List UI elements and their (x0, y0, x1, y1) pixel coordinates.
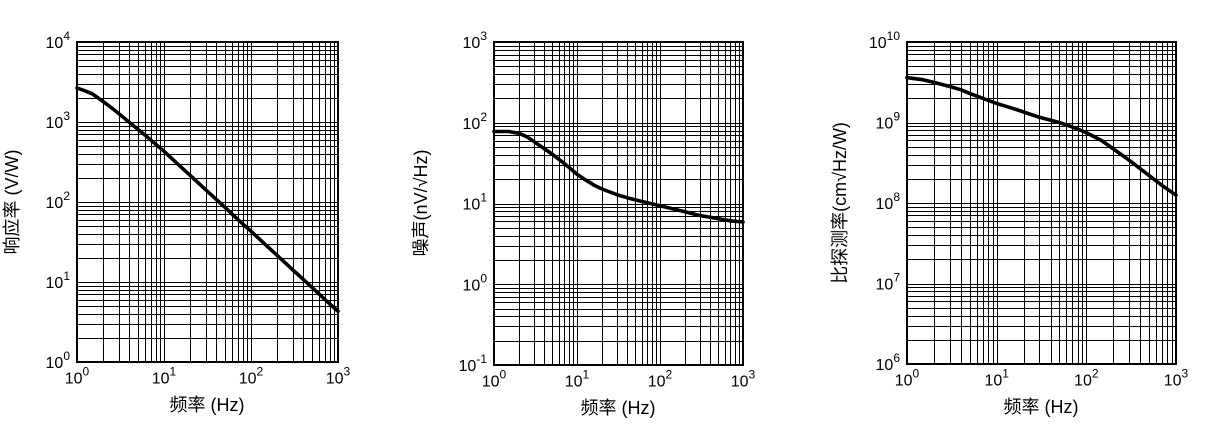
x-tick-labels: 100 101 102 103 (895, 367, 1189, 390)
data-curve (905, 75, 1178, 197)
plot-frame (906, 41, 1177, 365)
chart-detectivity: 100 101 102 103 106 107 108 109 1010 比探测率(cm√Hz… (810, 0, 1213, 427)
x-axis-label: 频率 (Hz) (170, 395, 245, 415)
y-tick-label: 103 (46, 109, 71, 132)
y-tick-label: 100 (46, 349, 71, 372)
plot-frame (493, 41, 744, 366)
y-tick-labels: 100 101 102 103 104 (46, 29, 71, 372)
grid-layer (77, 42, 339, 363)
y-tick-label: 103 (463, 29, 488, 52)
x-tick-label: 102 (1074, 367, 1099, 390)
x-tick-label: 101 (152, 365, 177, 388)
x-tick-label: 100 (65, 365, 90, 388)
x-tick-label: 101 (984, 367, 1009, 390)
y-tick-label: 1010 (869, 29, 900, 52)
plot-frame (76, 41, 339, 363)
chart-responsivity-canvas: 100 101 102 103 100 101 102 103 104 响应率 (V/W) 频… (2, 29, 351, 415)
x-tick-label: 100 (482, 368, 507, 391)
x-axis-label: 频率 (Hz) (1004, 397, 1079, 417)
x-tick-label: 103 (1164, 367, 1189, 390)
data-curve (75, 86, 340, 314)
data-curve (492, 129, 745, 224)
x-tick-label: 102 (239, 365, 264, 388)
y-tick-label: 102 (46, 189, 71, 212)
grid-layer (494, 42, 744, 366)
x-tick-label: 103 (326, 365, 351, 388)
y-tick-label: 101 (463, 191, 488, 214)
x-tick-labels: 100 101 102 103 (482, 368, 756, 391)
y-tick-labels: 10-1 100 101 102 103 (459, 29, 488, 375)
x-tick-label: 103 (731, 368, 756, 391)
y-tick-label: 10-1 (459, 352, 488, 375)
y-tick-label: 102 (463, 110, 488, 133)
chart-noise: 100 101 102 103 10-1 100 101 102 103 噪声(nV/√Hz)… (405, 0, 810, 427)
y-tick-label: 107 (876, 271, 901, 294)
y-tick-label: 108 (876, 190, 901, 213)
y-axis-label: 响应率 (V/W) (2, 150, 22, 255)
chart-detectivity-canvas: 100 101 102 103 106 107 108 109 1010 比探测率(cm√Hz… (830, 29, 1189, 417)
x-tick-label: 102 (648, 368, 673, 391)
x-tick-labels: 100 101 102 103 (65, 365, 351, 388)
x-tick-label: 101 (565, 368, 590, 391)
y-tick-label: 101 (46, 269, 71, 292)
y-tick-labels: 106 107 108 109 1010 (869, 29, 900, 374)
y-tick-label: 106 (876, 351, 901, 374)
x-axis-label: 频率 (Hz) (581, 398, 656, 418)
x-tick-label: 100 (895, 367, 920, 390)
y-tick-label: 100 (463, 271, 488, 294)
chart-responsivity: 100 101 102 103 100 101 102 103 104 响应率 (V/W) 频… (0, 0, 405, 427)
grid-layer (907, 42, 1177, 365)
y-axis-label: 比探测率(cm√Hz/W) (830, 122, 850, 284)
y-tick-label: 109 (876, 110, 901, 133)
y-tick-label: 104 (46, 29, 71, 52)
y-axis-label: 噪声(nV/√Hz) (411, 150, 431, 257)
